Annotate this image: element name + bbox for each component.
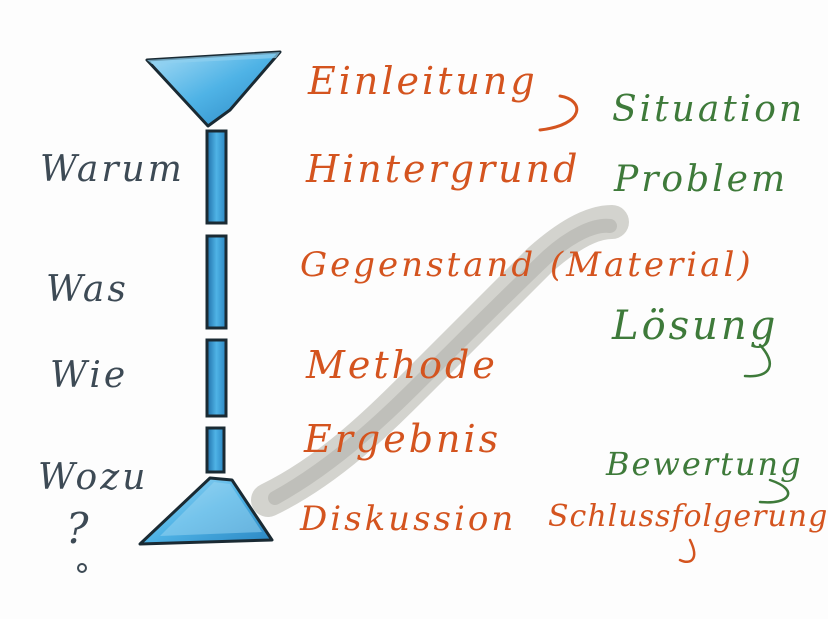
gray-smudge-stroke — [251, 205, 629, 517]
section-einleitung: Einleitung — [308, 59, 538, 103]
section-schlussfolgerung: Schlussfolgerung — [548, 499, 828, 534]
section-methode: Methode — [306, 343, 498, 387]
section-gegenstand: Gegenstand (Material) — [300, 245, 754, 285]
einleitung-flourish — [538, 94, 579, 132]
section-diskussion: Diskussion — [300, 499, 517, 539]
note-problem: Problem — [614, 159, 789, 200]
label-wozu: Wozu — [38, 457, 149, 498]
loesung-flourish — [743, 343, 771, 378]
note-situation: Situation — [612, 89, 806, 130]
note-loesung: Lösung — [612, 303, 779, 349]
label-question-mark: ? — [66, 504, 92, 553]
label-warum: Warum — [40, 149, 185, 190]
section-ergebnis: Ergebnis — [304, 417, 502, 461]
question-dot — [77, 563, 87, 573]
hourglass-icon — [138, 50, 282, 546]
label-wie: Wie — [50, 355, 129, 396]
label-was: Was — [46, 269, 129, 310]
schluss-flourish — [678, 538, 696, 564]
note-bewertung: Bewertung — [606, 445, 803, 483]
bewertung-flourish — [758, 478, 790, 504]
section-hintergrund: Hintergrund — [306, 147, 581, 191]
